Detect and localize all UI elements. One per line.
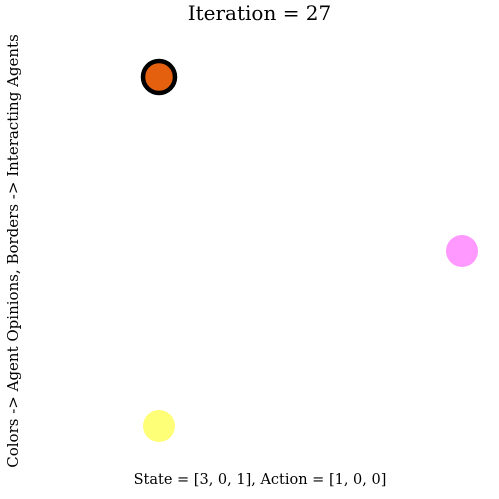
iteration-title: Iteration = 27 <box>187 1 332 25</box>
agent-1-marker <box>446 235 478 267</box>
state-action-caption: State = [3, 0, 1], Action = [1, 0, 0] <box>133 472 387 488</box>
agent-2-marker <box>143 410 175 442</box>
agent-0-marker <box>140 58 178 96</box>
